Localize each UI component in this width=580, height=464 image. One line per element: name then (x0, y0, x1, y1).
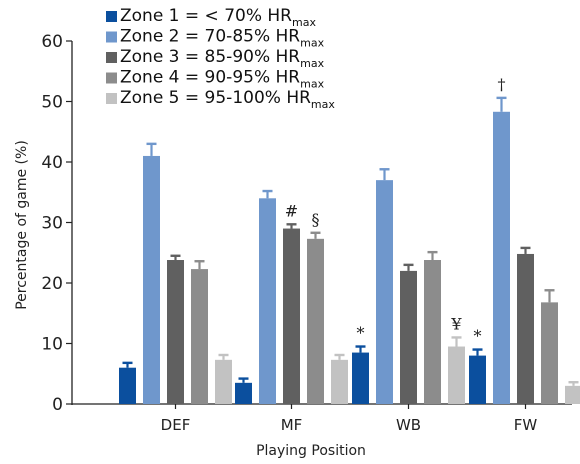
legend-swatch (106, 93, 117, 104)
legend-label: Zone 2 = 70-85% HRmax (120, 27, 325, 50)
y-tick-label: 30 (41, 214, 63, 234)
bar (469, 355, 486, 404)
bar (541, 302, 558, 404)
y-tick-label: 50 (41, 93, 63, 113)
bar (376, 180, 393, 404)
y-tick-label: 40 (41, 153, 63, 173)
bar (215, 359, 232, 404)
y-tick-label: 10 (41, 335, 63, 355)
bar (517, 253, 534, 404)
legend-label-main: Zone 1 = < 70% HR (120, 6, 292, 26)
y-axis-title: Percentage of game (%) (14, 140, 30, 310)
bar (167, 260, 184, 404)
y-tick-label: 60 (41, 32, 63, 52)
legend-label-main: Zone 4 = 90-95% HR (120, 68, 300, 88)
legend-label-subscript: max (311, 98, 335, 111)
x-tick-label: DEF (161, 416, 191, 434)
significance-marker: # (285, 201, 298, 220)
x-axis-title: Playing Position (256, 443, 366, 459)
bar (493, 111, 510, 404)
bar (259, 198, 276, 404)
x-tick-label: WB (396, 416, 421, 434)
bar (352, 352, 369, 404)
significance-marker: § (312, 210, 320, 229)
legend-label-main: Zone 3 = 85-90% HR (120, 47, 300, 67)
legend-swatch (106, 11, 117, 22)
bar (143, 155, 160, 404)
bar (424, 260, 441, 404)
bar (191, 269, 208, 404)
legend-label-subscript: max (300, 57, 324, 70)
legend-swatch (106, 52, 117, 63)
x-tick-label: MF (281, 416, 303, 434)
bar (400, 270, 417, 404)
significance-marker: * (357, 324, 365, 343)
bar (565, 385, 580, 404)
bar (235, 382, 252, 404)
bar (283, 228, 300, 404)
legend-label-subscript: max (300, 78, 324, 91)
bar (119, 367, 136, 404)
legend-label: Zone 4 = 90-95% HRmax (120, 68, 325, 91)
legend-label-subscript: max (300, 37, 324, 50)
y-tick-label: 0 (52, 395, 63, 415)
legend-label-main: Zone 5 = 95-100% HR (120, 88, 311, 108)
bar (307, 238, 324, 404)
legend-label-subscript: max (292, 16, 316, 29)
legend-label: Zone 5 = 95-100% HRmax (120, 88, 335, 111)
legend-label: Zone 1 = < 70% HRmax (120, 6, 316, 29)
bar (448, 346, 465, 404)
legend-label-main: Zone 2 = 70-85% HR (120, 27, 300, 47)
significance-marker: † (498, 75, 506, 94)
plot-area: 0 10 20 30 40 50 60 DEF MF WB FW # § * ¥ * † Zone 1 = < 7… (41, 6, 580, 434)
x-tick-label: FW (514, 416, 538, 434)
legend-label: Zone 3 = 85-90% HRmax (120, 47, 325, 70)
y-tick-label: 20 (41, 274, 63, 294)
significance-marker: * (474, 327, 482, 346)
significance-marker: ¥ (450, 314, 462, 333)
legend-swatch (106, 72, 117, 84)
legend-swatch (106, 31, 117, 43)
bar (331, 359, 348, 404)
